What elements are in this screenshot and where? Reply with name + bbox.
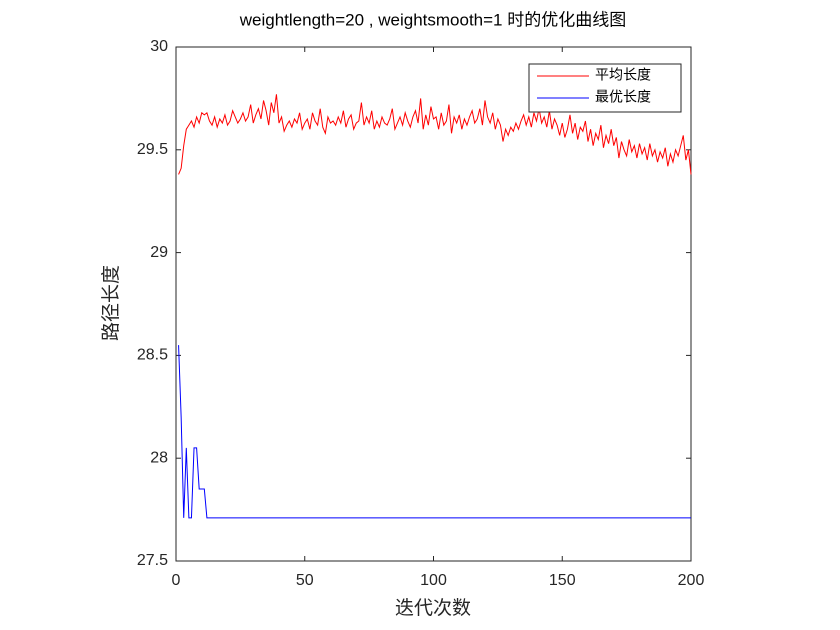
legend-label: 平均长度 [595, 67, 651, 83]
y-tick-label: 30 [150, 38, 168, 55]
plot-area [175, 46, 692, 562]
series-line [178, 345, 691, 519]
y-axis-label: 路径长度 [100, 265, 122, 341]
x-tick-label: 200 [678, 572, 705, 589]
x-tick-label: 0 [172, 572, 181, 589]
x-tick-label: 150 [549, 572, 576, 589]
chart-title: weightlength=20 , weightsmooth=1 时的优化曲线图 [239, 10, 626, 29]
y-tick-label: 29 [150, 244, 168, 261]
series-line [178, 94, 692, 175]
x-axis-label: 迭代次数 [395, 597, 471, 619]
y-tick-label: 28 [150, 449, 168, 466]
legend-box [528, 63, 682, 113]
x-tick-label: 100 [420, 572, 447, 589]
legend-label: 最优长度 [595, 89, 651, 105]
y-tick-label: 29.5 [137, 141, 168, 158]
y-tick-label: 28.5 [137, 347, 168, 364]
x-tick-label: 50 [296, 572, 314, 589]
y-tick-label: 27.5 [137, 552, 168, 569]
